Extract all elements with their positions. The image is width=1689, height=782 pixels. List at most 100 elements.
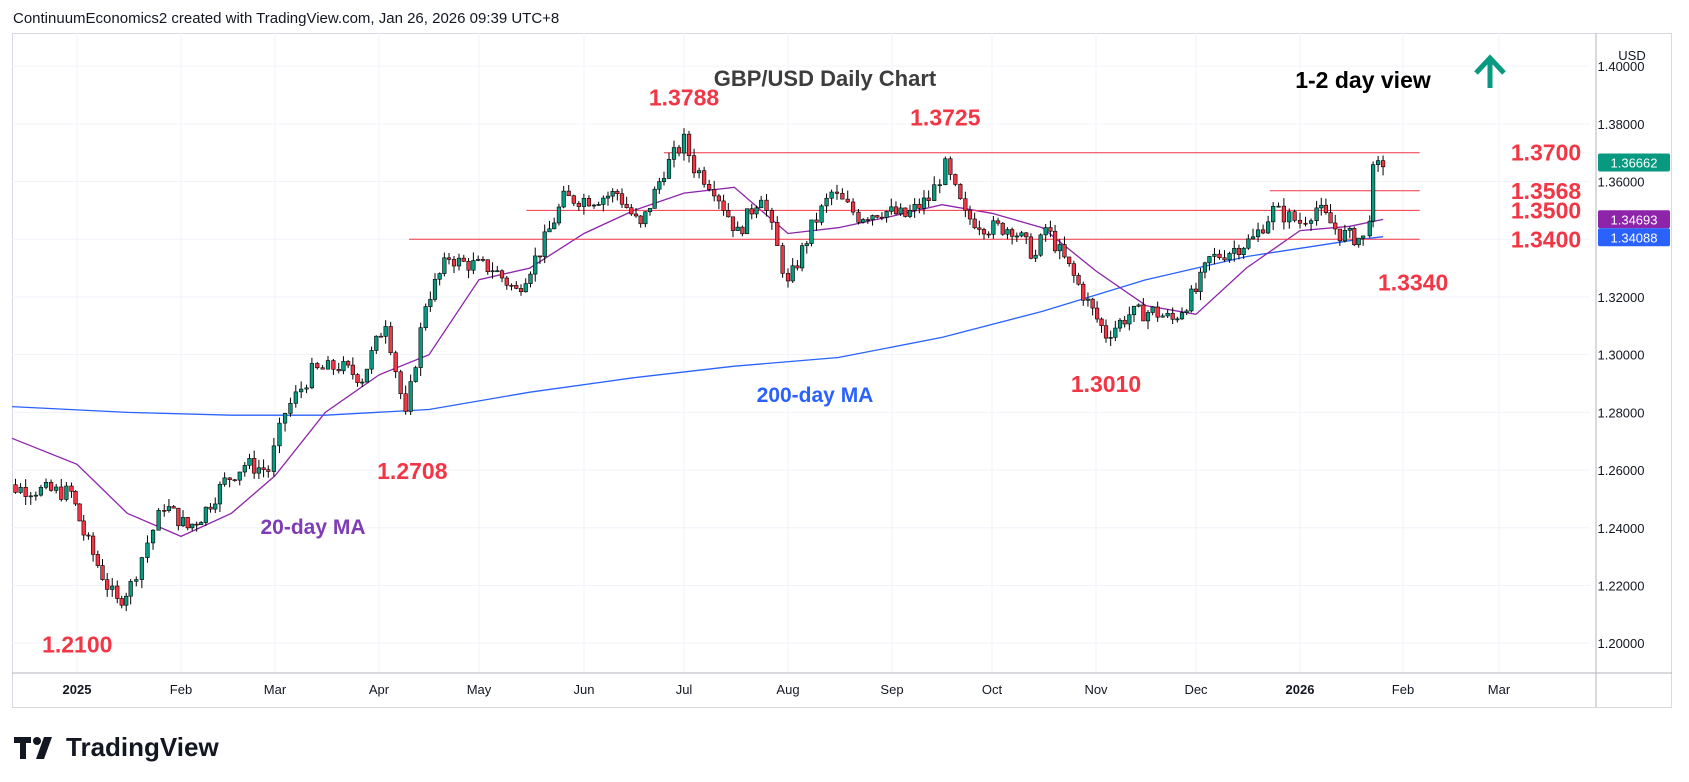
candle-body: [490, 270, 495, 273]
candle-body: [676, 147, 682, 154]
candle-body: [804, 243, 809, 246]
candle-body: [1081, 283, 1086, 301]
candle-body: [428, 299, 433, 307]
level-label: 1.3568: [1511, 178, 1582, 204]
candle-body: [1019, 232, 1024, 237]
candle-body: [38, 486, 44, 496]
candle-body: [247, 458, 252, 466]
candle-body: [1260, 229, 1266, 234]
time-tick-label: Oct: [982, 682, 1003, 697]
candle-body: [304, 387, 309, 390]
candle-body: [1165, 312, 1170, 317]
candle-body: [1122, 319, 1127, 325]
time-tick-label: Jun: [574, 682, 595, 697]
candle-body: [671, 147, 677, 160]
candle-body: [341, 361, 346, 372]
candle-body: [100, 565, 105, 580]
candle-body: [476, 259, 481, 261]
candle-body: [59, 486, 64, 500]
candle-body: [1010, 229, 1015, 237]
candle-body: [552, 222, 557, 230]
candle-body: [408, 381, 413, 412]
candle-body: [1155, 306, 1160, 318]
candle-body: [156, 510, 161, 531]
candle-body: [926, 197, 931, 201]
candle-body: [282, 413, 288, 424]
candle-body: [898, 207, 903, 215]
candle-body: [948, 158, 953, 175]
candle-body: [1103, 325, 1109, 339]
candle-body: [355, 374, 360, 383]
candle-body: [499, 270, 505, 279]
ma200-label: 200-day MA: [757, 384, 874, 407]
candle-body: [647, 208, 653, 213]
candle-body: [1193, 288, 1199, 292]
candle-body: [288, 403, 293, 414]
candle-body: [432, 278, 438, 300]
tradingview-logo[interactable]: TradingView: [14, 732, 219, 763]
candle-body: [315, 363, 320, 369]
candle-body: [237, 471, 242, 481]
candle-body: [1333, 222, 1338, 230]
candle-body: [790, 265, 795, 282]
candle-body: [213, 503, 218, 510]
price-badge-label: 1.34693: [1611, 212, 1658, 227]
candle-body: [95, 554, 100, 566]
candle-body: [1266, 221, 1271, 234]
candle-body: [1117, 319, 1123, 329]
candle-body: [54, 486, 59, 491]
candle-body: [586, 198, 592, 207]
candle-body: [809, 219, 814, 244]
candle-body: [320, 367, 325, 370]
candlestick-series: [13, 128, 1386, 612]
candle-body: [466, 260, 471, 271]
candle-body: [1131, 305, 1137, 316]
candle-body: [610, 190, 615, 197]
candle-body: [972, 218, 977, 229]
tradingview-wordmark: TradingView: [66, 732, 219, 762]
candle-body: [1323, 204, 1329, 213]
candle-body: [824, 197, 829, 207]
candle-body: [856, 211, 861, 223]
candle-body: [834, 191, 840, 194]
level-label: 1.3400: [1511, 226, 1581, 252]
candle-body: [785, 273, 791, 282]
candle-body: [1370, 164, 1376, 222]
price-annotations: 1.3788 1.3725 1.2708 1.3010 1.3340 1.2100: [42, 84, 1448, 657]
candle-body: [73, 491, 78, 505]
candle-body: [1255, 229, 1261, 238]
price-badges: 1.36662 1.34693 1.34088: [1598, 153, 1670, 247]
candle-body: [1057, 244, 1062, 252]
price-badge: [1598, 153, 1670, 172]
candle-body: [1250, 236, 1256, 240]
candle-body: [1375, 160, 1381, 165]
candle-body: [1024, 232, 1029, 238]
candle-body: [1202, 262, 1208, 273]
candle-body: [43, 482, 49, 488]
candle-body: [1297, 220, 1303, 224]
candle-body: [764, 199, 769, 211]
candle-body: [199, 522, 204, 526]
tradingview-logo-icon: [14, 736, 58, 759]
candle-body: [277, 422, 282, 447]
price-tick-label: 1.28000: [1598, 405, 1645, 420]
candle-body: [378, 335, 384, 338]
candle-body: [266, 469, 271, 472]
candle-body: [1361, 235, 1366, 239]
candle-body: [271, 445, 276, 472]
candle-body: [1090, 298, 1095, 309]
candle-body: [1308, 220, 1314, 224]
candle-body: [1241, 247, 1246, 256]
candle-body: [115, 585, 120, 599]
candle-body: [495, 270, 500, 273]
candle-body: [145, 542, 150, 558]
candle-body: [442, 257, 447, 274]
candle-body: [691, 155, 697, 174]
candle-body: [561, 190, 566, 208]
price-tick-label: 1.24000: [1598, 521, 1645, 536]
candle-body: [1352, 228, 1357, 246]
annotation-label: 1.2708: [377, 458, 448, 484]
level-label: 1.3700: [1511, 140, 1581, 166]
candle-body: [740, 226, 745, 235]
